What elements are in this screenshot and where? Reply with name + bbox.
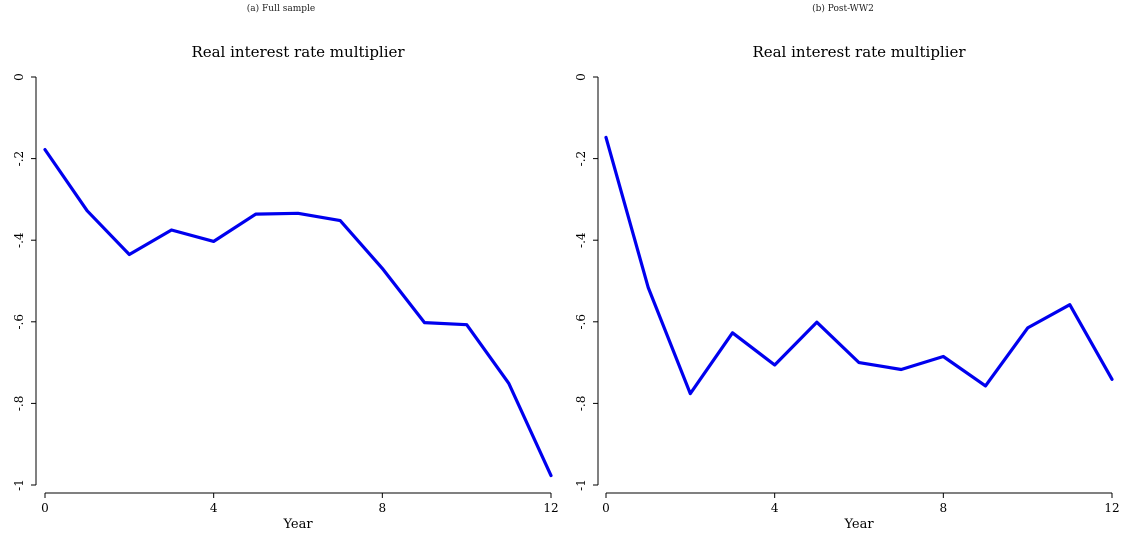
y-tick-label: -.4	[574, 232, 588, 248]
y-tick-label: -.6	[574, 314, 588, 330]
x-tick-label: 0	[41, 501, 49, 515]
y-tick-label: -.2	[12, 151, 26, 167]
x-tick-label: 0	[602, 501, 610, 515]
x-tick-label: 4	[771, 501, 779, 515]
x-axis-label: Year	[843, 517, 874, 532]
series-line	[604, 135, 1114, 396]
y-tick-label: -.8	[574, 396, 588, 412]
series-line	[43, 148, 553, 478]
panel-post-ww2: (b) Post-WW2 Real interest rate multipli…	[562, 0, 1124, 535]
x-tick-label: 4	[210, 501, 218, 515]
chart-post-ww2: Real interest rate multiplier 0 -.2 -.4 -.6 -…	[574, 43, 1120, 532]
y-tick-label: -.6	[12, 314, 26, 330]
chart-full-sample: Real interest rate multiplier 0 -.2 -.4 -.6 -…	[12, 43, 559, 532]
x-tick-label: 8	[379, 501, 387, 515]
chart-title: Real interest rate multiplier	[191, 43, 405, 61]
x-axis-label: Year	[282, 517, 313, 532]
y-tick-label: 0	[12, 73, 26, 81]
y-tick-label: 0	[574, 73, 588, 81]
chart-title: Real interest rate multiplier	[752, 43, 966, 61]
panel-caption: (a) Full sample	[246, 4, 316, 14]
panel-caption: (b) Post-WW2	[812, 4, 874, 14]
x-tick-label: 12	[543, 501, 558, 515]
y-tick-label: -1	[574, 479, 588, 491]
y-tick-label: -.4	[12, 232, 26, 248]
x-tick-label: 8	[940, 501, 948, 515]
x-tick-label: 12	[1104, 501, 1119, 515]
y-tick-label: -.2	[574, 151, 588, 167]
y-tick-label: -1	[12, 479, 26, 491]
y-tick-label: -.8	[12, 396, 26, 412]
panel-full-sample: (a) Full sample Real interest rate multi…	[12, 4, 559, 532]
